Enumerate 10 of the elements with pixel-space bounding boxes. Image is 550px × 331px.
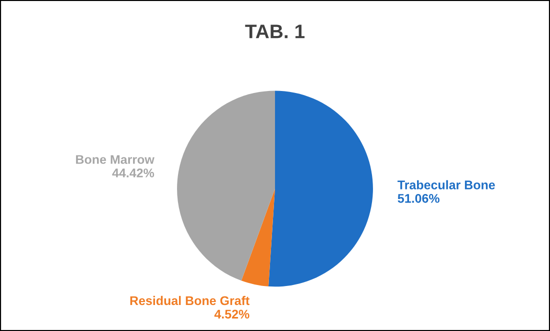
pie-slice: [268, 90, 373, 287]
slice-label: Residual Bone Graft: [130, 296, 250, 306]
pie-slice: [177, 90, 275, 281]
slice-label: Bone Marrow: [76, 155, 154, 164]
data-label: 51.06%: [398, 194, 440, 203]
chart-title: TAB. 1: [245, 24, 305, 38]
pie-slice: [241, 188, 275, 286]
slice-label: Trabecular Bone: [398, 180, 495, 190]
data-label: 44.42%: [112, 168, 154, 178]
data-label: 4.52%: [214, 310, 250, 319]
